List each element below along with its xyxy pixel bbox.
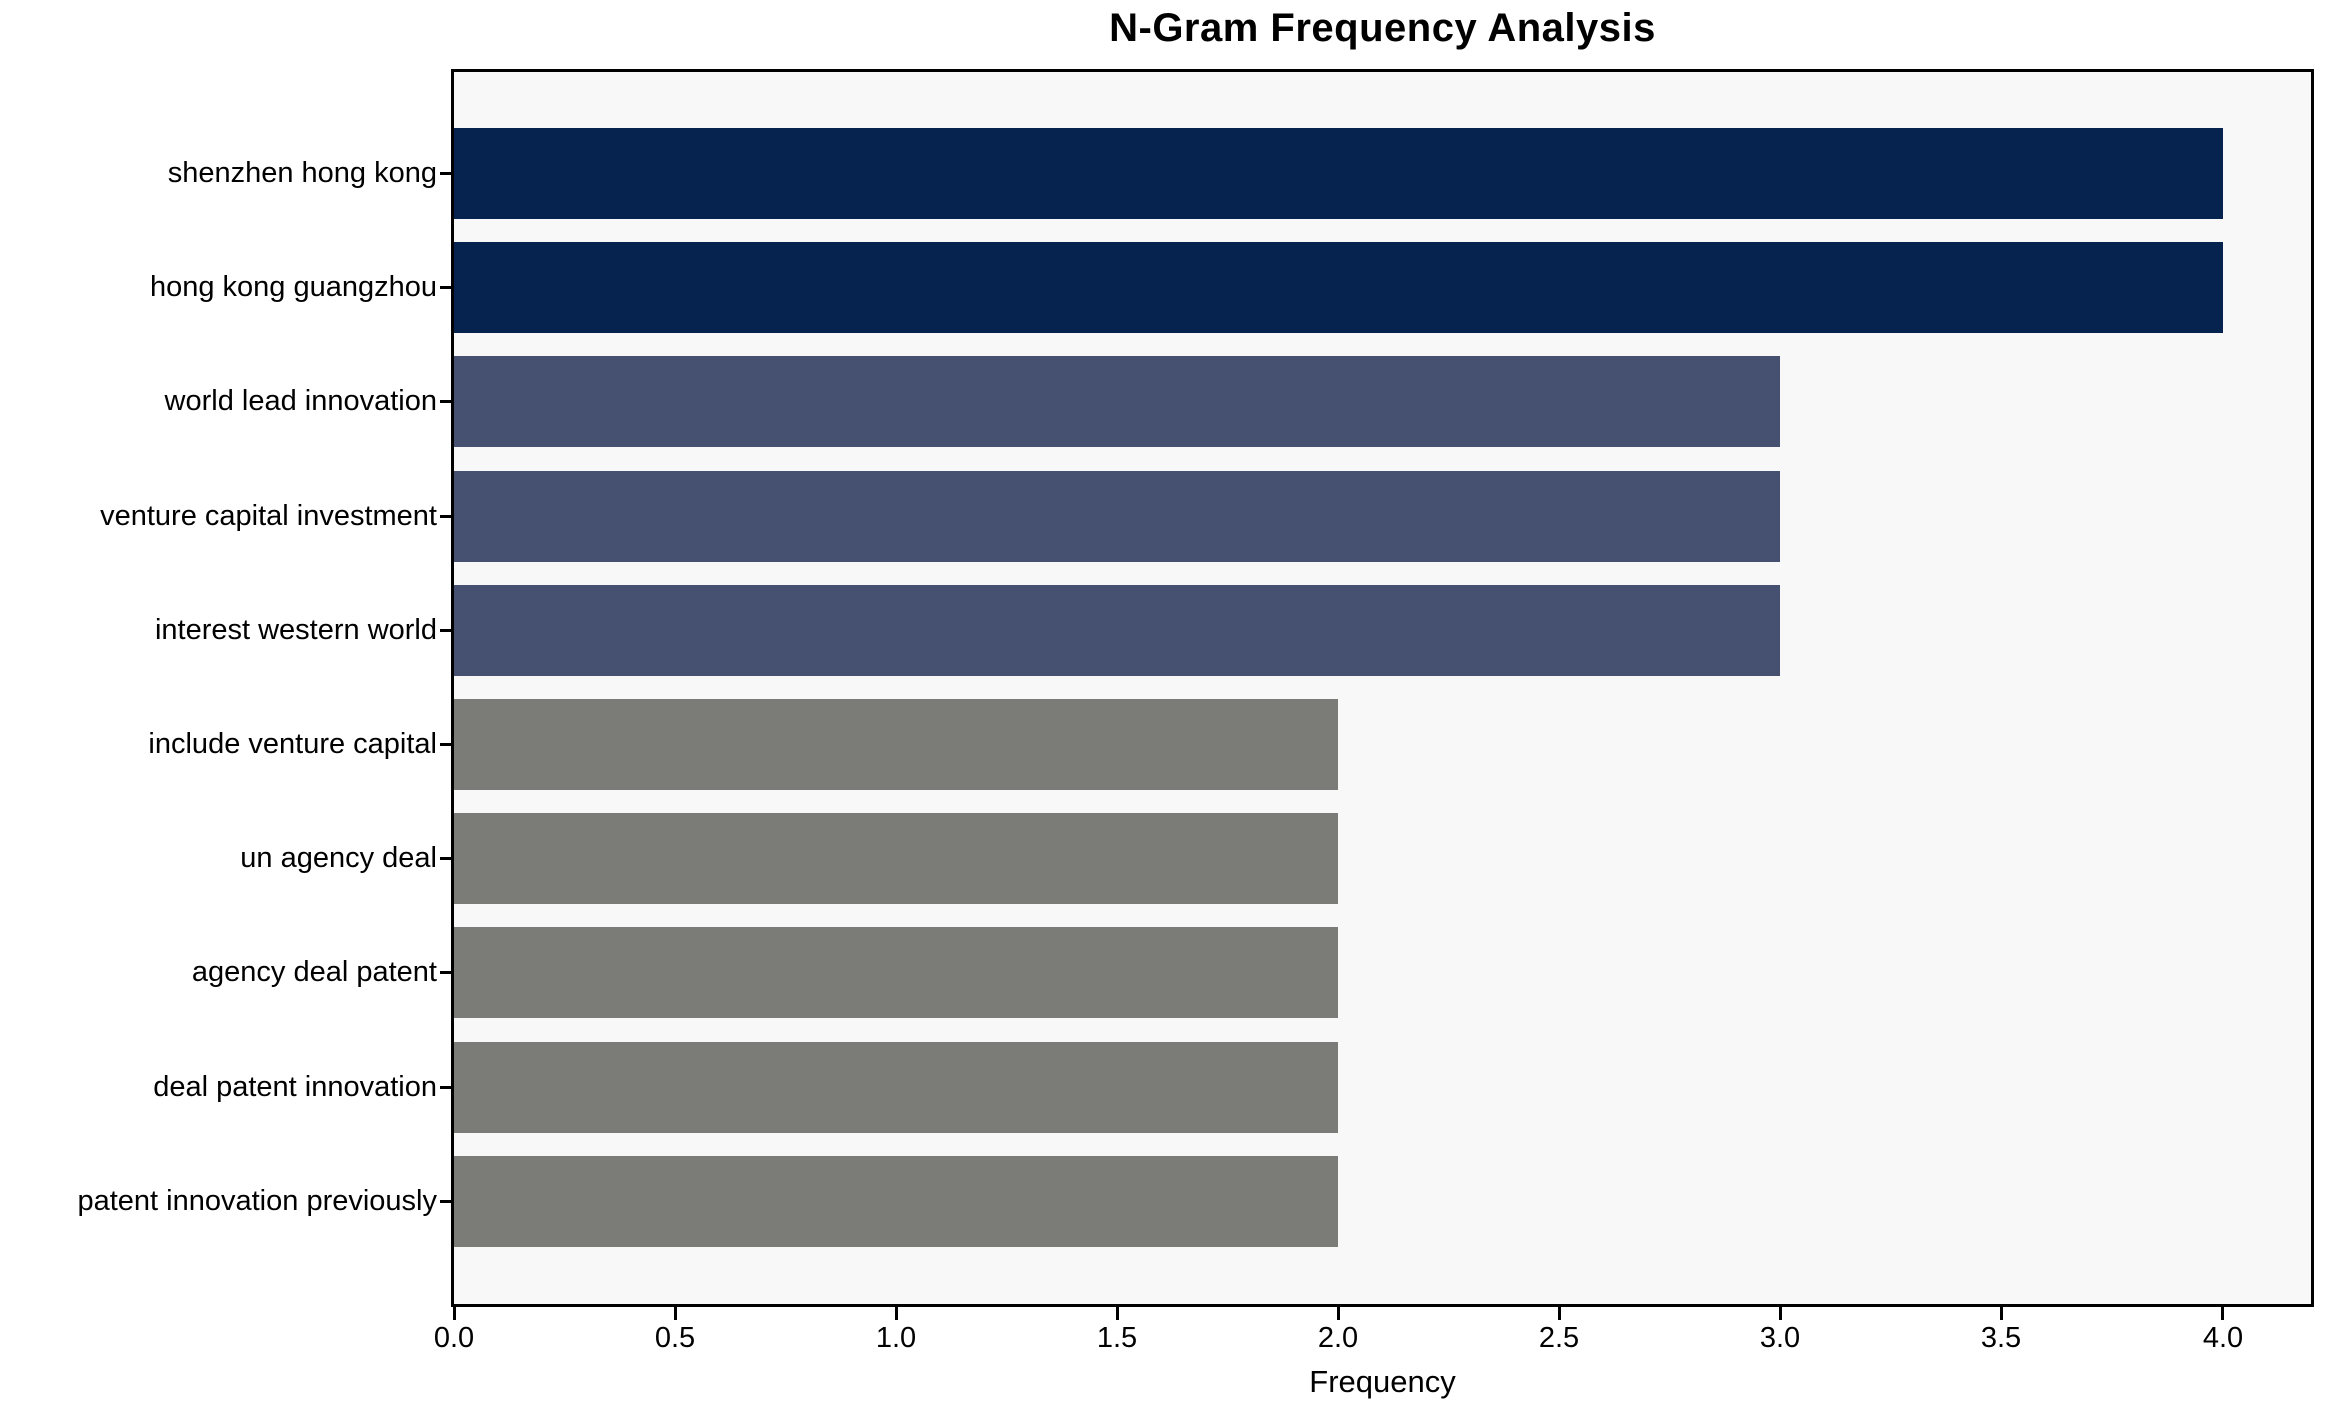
bar	[454, 927, 1339, 1018]
y-tick-label: hong kong guangzhou	[149, 271, 437, 303]
x-tick-label: 2.0	[1317, 1322, 1359, 1354]
plot-area	[451, 69, 2314, 1307]
bar	[454, 1042, 1339, 1133]
x-tick-mark	[2000, 1307, 2003, 1320]
bar	[454, 128, 2223, 219]
y-tick-mark	[440, 629, 452, 632]
x-tick-mark	[1116, 1307, 1119, 1320]
bar	[454, 1156, 1339, 1247]
x-tick-label: 4.0	[2202, 1322, 2244, 1354]
y-tick-mark	[440, 857, 452, 860]
y-tick-mark	[440, 286, 452, 289]
x-axis-title: Frequency	[1309, 1364, 1456, 1399]
x-tick-mark	[674, 1307, 677, 1320]
y-tick-label: patent innovation previously	[77, 1185, 437, 1217]
y-tick-label: world lead innovation	[164, 385, 437, 417]
y-tick-mark	[440, 971, 452, 974]
x-tick-mark	[1558, 1307, 1561, 1320]
y-tick-label: interest western world	[154, 614, 437, 646]
x-tick-label: 2.5	[1538, 1322, 1580, 1354]
y-tick-label: venture capital investment	[100, 500, 437, 532]
y-axis-labels: shenzhen hong kong hong kong guangzhou wor…	[0, 0, 437, 1414]
bar	[454, 356, 1781, 447]
x-tick-label: 0.0	[433, 1322, 475, 1354]
x-tick-mark	[2221, 1307, 2224, 1320]
bar	[454, 699, 1339, 790]
y-tick-mark	[440, 515, 452, 518]
y-tick-mark	[440, 1086, 452, 1089]
x-tick-label: 1.5	[1096, 1322, 1138, 1354]
y-tick-mark	[440, 743, 452, 746]
bar	[454, 471, 1781, 562]
x-tick-mark	[1337, 1307, 1340, 1320]
chart-title: N-Gram Frequency Analysis	[1109, 6, 1656, 50]
x-tick-label: 3.5	[1980, 1322, 2022, 1354]
y-tick-mark	[440, 1200, 452, 1203]
x-tick-mark	[895, 1307, 898, 1320]
y-tick-label: deal patent innovation	[153, 1071, 437, 1103]
y-tick-mark	[440, 400, 452, 403]
y-tick-label: agency deal patent	[191, 956, 437, 988]
bar	[454, 242, 2223, 333]
y-tick-mark	[440, 172, 452, 175]
bar	[454, 585, 1781, 676]
y-tick-label: shenzhen hong kong	[167, 157, 437, 189]
x-tick-label: 0.5	[654, 1322, 696, 1354]
y-tick-label: un agency deal	[240, 842, 437, 874]
y-tick-label: include venture capital	[148, 728, 437, 760]
x-tick-label: 1.0	[875, 1322, 917, 1354]
x-tick-mark	[1779, 1307, 1782, 1320]
x-tick-mark	[453, 1307, 456, 1320]
bar	[454, 813, 1339, 904]
x-tick-label: 3.0	[1759, 1322, 1801, 1354]
